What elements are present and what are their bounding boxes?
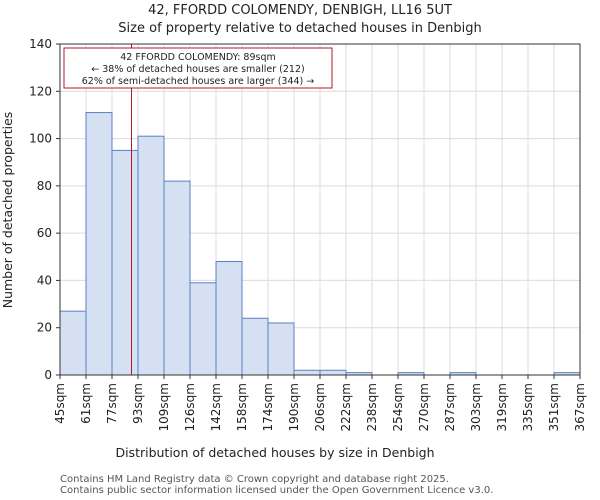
x-tick-label: 319sqm (495, 383, 509, 431)
bar-190sqm (293, 369, 321, 376)
footer-line-1: Contains HM Land Registry data © Crown c… (60, 474, 449, 485)
x-tick-label: 206sqm (313, 383, 327, 431)
bar-174sqm (267, 322, 295, 376)
chart-title: 42, FFORDD COLOMENDY, DENBIGH, LL16 5UT (148, 3, 452, 18)
bar-206sqm (319, 369, 347, 376)
x-tick-label: 303sqm (469, 383, 483, 431)
x-tick-label: 142sqm (209, 383, 223, 431)
x-tick-label: 77sqm (105, 383, 119, 424)
x-tick-label: 254sqm (391, 383, 405, 431)
annotation-box: 42 FFORDD COLOMENDY: 89sqm ← 38% of deta… (63, 47, 333, 89)
x-tick-label: 351sqm (547, 383, 561, 431)
x-tick-label: 335sqm (521, 383, 535, 431)
x-tick-label: 126sqm (183, 383, 197, 431)
y-ticks: 0 20 40 60 80 100 120 140 (29, 37, 60, 382)
x-tick-label: 222sqm (339, 383, 353, 431)
y-tick-label: 120 (29, 84, 52, 98)
annotation-line-3: 62% of semi-detached houses are larger (… (82, 76, 315, 87)
y-tick-label: 60 (37, 226, 52, 240)
y-tick-label: 140 (29, 37, 52, 51)
y-tick-label: 80 (37, 179, 52, 193)
x-tick-label: 270sqm (417, 383, 431, 431)
bar-126sqm (189, 282, 217, 376)
x-tick-label: 158sqm (235, 383, 249, 431)
bar-158sqm (241, 317, 269, 376)
x-axis-title: Distribution of detached houses by size … (115, 445, 434, 460)
x-tick-label: 287sqm (443, 383, 457, 431)
y-tick-label: 100 (29, 132, 52, 146)
bars (59, 112, 581, 376)
bar-142sqm (215, 261, 243, 376)
y-tick-label: 0 (44, 368, 52, 382)
annotation-line-1: 42 FFORDD COLOMENDY: 89sqm (120, 52, 276, 63)
x-tick-label: 190sqm (287, 383, 301, 431)
footer-line-2: Contains public sector information licen… (60, 485, 494, 496)
x-tick-label: 45sqm (53, 383, 67, 424)
x-tick-label: 61sqm (79, 383, 93, 424)
bar-109sqm (163, 180, 191, 376)
bar-61sqm (85, 112, 113, 376)
bar-93sqm (137, 135, 165, 376)
y-axis-title: Number of detached properties (0, 112, 15, 309)
x-tick-label: 93sqm (131, 383, 145, 424)
bar-77sqm (111, 149, 139, 376)
bar-45sqm (59, 310, 87, 376)
x-tick-label: 109sqm (157, 383, 171, 431)
x-tick-label: 238sqm (365, 383, 379, 431)
y-tick-label: 20 (37, 321, 52, 335)
annotation-line-2: ← 38% of detached houses are smaller (21… (91, 64, 304, 75)
y-tick-label: 40 (37, 273, 52, 287)
chart-subtitle: Size of property relative to detached ho… (118, 21, 481, 36)
x-tick-label: 174sqm (261, 383, 275, 431)
x-tick-label: 367sqm (573, 383, 587, 431)
x-ticks: 45sqm 61sqm 77sqm 93sqm 109sqm 126sqm 142sqm 15… (53, 375, 587, 431)
